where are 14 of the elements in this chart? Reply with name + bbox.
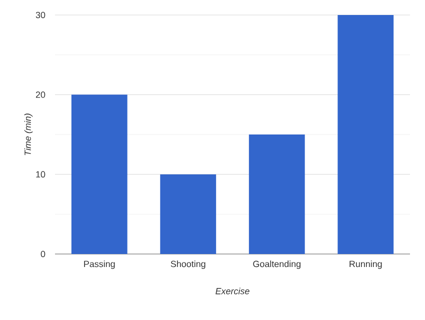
y-tick-label: 10 xyxy=(36,171,46,178)
y-tick-label: 20 xyxy=(36,91,46,98)
y-axis-title: Time (min) xyxy=(24,114,33,156)
x-tick-label: Running xyxy=(350,260,382,269)
x-tick-label: Passing xyxy=(84,260,115,269)
y-tick-label: 30 xyxy=(36,12,46,18)
bar xyxy=(338,14,394,254)
y-tick-label: 0 xyxy=(40,250,46,258)
x-tick-label: Goaltending xyxy=(253,260,300,269)
bar xyxy=(71,94,128,254)
bar xyxy=(160,174,216,254)
x-axis-title: Exercise xyxy=(216,288,250,294)
bar xyxy=(248,134,305,254)
x-tick-label: Shooting xyxy=(170,260,206,269)
